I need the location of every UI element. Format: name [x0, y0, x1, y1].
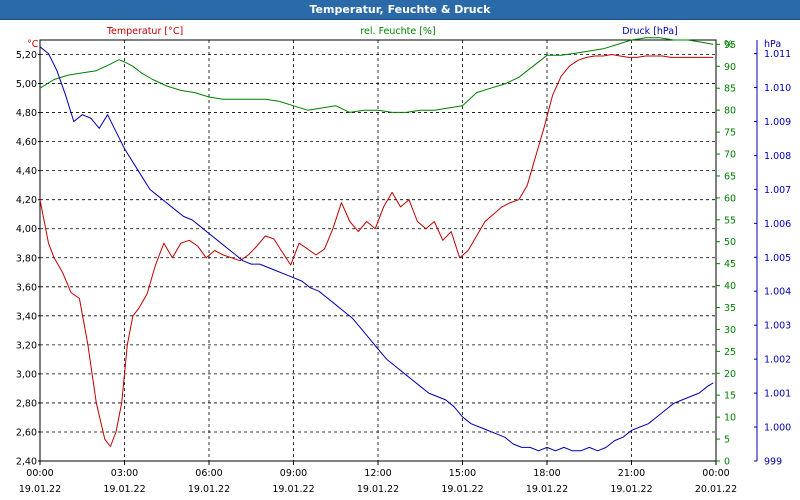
humidity-tick-label: 50	[724, 237, 736, 248]
humidity-tick-label: 25	[724, 347, 736, 358]
humidity-line	[39, 37, 714, 113]
temperature-tick-label: 2,60	[16, 427, 37, 438]
time-tick-label: 03:00	[111, 468, 138, 479]
pressure-tick-label: 1.002	[764, 355, 791, 366]
pressure-unit-label: hPa	[764, 39, 781, 50]
pressure-tick-label: 1.006	[764, 219, 791, 230]
humidity-unit-label: %	[724, 39, 733, 50]
humidity-legend-label: rel. Feuchte [%]	[360, 26, 435, 37]
time-tick-label: 15:00	[449, 468, 476, 479]
time-tick-label: 09:00	[280, 468, 307, 479]
pressure-tick-label: 1.007	[764, 185, 791, 196]
humidity-tick-label: 70	[724, 150, 736, 161]
time-tick-label: 12:00	[364, 468, 391, 479]
time-tick-label: 00:00	[702, 468, 729, 479]
humidity-tick-label: 0	[724, 457, 730, 468]
humidity-tick-label: 15	[724, 391, 736, 402]
series-layer	[39, 37, 714, 452]
pressure-tick-label: 1.010	[764, 83, 791, 94]
humidity-tick-label: 45	[724, 259, 736, 270]
humidity-tick-label: 65	[724, 171, 736, 182]
pressure-tick-label: 1.000	[764, 423, 791, 434]
date-tick-label: 19.01.22	[272, 484, 314, 495]
humidity-tick-label: 60	[724, 193, 736, 204]
window-title: Temperatur, Feuchte & Druck	[0, 0, 800, 20]
temperature-tick-label: 4,00	[16, 224, 37, 235]
pressure-tick-label: 1.008	[764, 151, 791, 162]
temperature-tick-label: 2,40	[16, 457, 37, 468]
pressure-axis: 999 1.000 1.001 1.002 1.003 1.004 1.005 1.006 1.…	[754, 39, 791, 468]
humidity-tick-label: 90	[724, 62, 736, 73]
temperature-line	[39, 54, 714, 447]
pressure-legend-label: Druck [hPa]	[622, 26, 678, 37]
humidity-tick-label: 30	[724, 325, 736, 336]
temperature-tick-label: 4,40	[16, 166, 37, 177]
date-tick-label: 19.01.22	[526, 484, 568, 495]
legend: Temperatur [°C] rel. Feuchte [%] Druck [hP…	[106, 26, 678, 37]
pressure-tick-label: 999	[764, 457, 782, 468]
date-tick-label: 19.01.22	[610, 484, 652, 495]
humidity-tick-label: 35	[724, 303, 736, 314]
humidity-tick-label: 85	[724, 84, 736, 95]
temperature-tick-label: 4,60	[16, 137, 37, 148]
date-tick-label: 19.01.22	[19, 484, 61, 495]
humidity-tick-label: 75	[724, 128, 736, 139]
temperature-legend-label: Temperatur [°C]	[106, 26, 183, 37]
humidity-tick-label: 5	[724, 435, 730, 446]
temperature-tick-label: 3,20	[16, 340, 37, 351]
grid	[40, 40, 716, 461]
time-tick-label: 21:00	[618, 468, 645, 479]
humidity-tick-label: 95	[724, 40, 736, 51]
temperature-tick-label: 4,20	[16, 195, 37, 206]
temperature-axis: 2,40 2,60 2,80 3,00 3,20 3,40 3,60 3,80 4,00 4,20…	[16, 39, 40, 468]
date-tick-label: 20.01.22	[695, 484, 737, 495]
humidity-axis: 0 5 10 15 20 25 30 35 40 45 50 55 60 65 70 75 80 85 90 95%	[716, 39, 736, 468]
pressure-line	[39, 46, 714, 452]
temperature-tick-label: 3,60	[16, 282, 37, 293]
temperature-tick-label: 3,40	[16, 311, 37, 322]
temperature-tick-label: 3,00	[16, 369, 37, 380]
temperature-tick-label: 5,20	[16, 50, 37, 61]
pressure-tick-label: 1.001	[764, 389, 791, 400]
time-tick-label: 18:00	[533, 468, 560, 479]
humidity-tick-label: 40	[724, 281, 736, 292]
temperature-tick-label: 2,80	[16, 398, 37, 409]
humidity-tick-label: 10	[724, 413, 736, 424]
temperature-tick-label: 4,80	[16, 108, 37, 119]
date-tick-label: 19.01.22	[357, 484, 399, 495]
pressure-tick-label: 1.004	[764, 287, 791, 298]
time-axis: 00:00 19.01.22 03:00 19.01.22 06:00 19.01.22 0…	[19, 461, 737, 495]
temperature-unit-label: °C	[27, 39, 39, 50]
date-tick-label: 19.01.22	[441, 484, 483, 495]
date-tick-label: 19.01.22	[103, 484, 145, 495]
pressure-tick-label: 1.003	[764, 321, 791, 332]
temperature-tick-label: 5,00	[16, 79, 37, 90]
humidity-tick-label: 55	[724, 215, 736, 226]
time-tick-label: 00:00	[26, 468, 53, 479]
pressure-tick-label: 1.009	[764, 117, 791, 128]
humidity-tick-label: 20	[724, 369, 736, 380]
humidity-tick-label: 80	[724, 106, 736, 117]
time-tick-label: 06:00	[195, 468, 222, 479]
pressure-tick-label: 1.005	[764, 253, 791, 264]
temperature-tick-label: 3,80	[16, 253, 37, 264]
pressure-tick-label: 1.011	[764, 49, 791, 60]
date-tick-label: 19.01.22	[188, 484, 230, 495]
